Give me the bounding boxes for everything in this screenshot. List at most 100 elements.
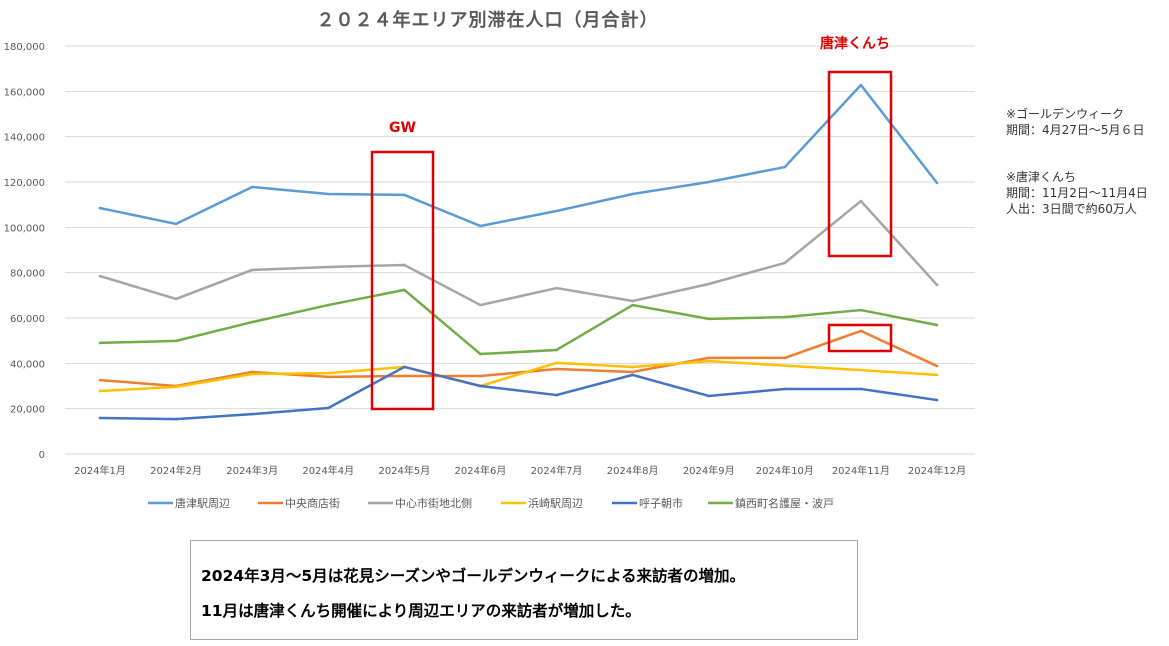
data-point — [555, 286, 558, 290]
x-tick-label: 2024年3月 — [226, 464, 278, 477]
y-tick-label: 180,000 — [4, 42, 45, 53]
series-line — [99, 199, 938, 307]
data-point — [859, 329, 863, 333]
data-point — [631, 373, 634, 377]
data-point — [326, 303, 330, 307]
y-tick-label: 100,000 — [4, 223, 45, 234]
data-point — [250, 370, 254, 374]
data-point — [707, 394, 711, 398]
data-point — [783, 165, 787, 169]
y-tick-label: 160,000 — [4, 87, 45, 98]
data-point — [326, 371, 330, 375]
data-point — [631, 192, 634, 196]
data-point — [555, 367, 558, 371]
data-point — [250, 268, 254, 272]
data-point — [935, 283, 939, 287]
data-point — [859, 83, 863, 87]
data-point — [403, 365, 406, 369]
data-point — [250, 412, 254, 416]
series-line — [99, 288, 938, 356]
data-point — [707, 317, 711, 321]
data-point — [403, 374, 406, 378]
x-tick-label: 2024年7月 — [531, 464, 583, 477]
kunchi-shopping-highlight-box — [827, 323, 893, 353]
data-point — [479, 374, 482, 378]
gw-note: ※ゴールデンウィーク 期間：4月27日～5月６日 — [1006, 107, 1145, 137]
data-point — [555, 393, 558, 397]
data-point — [783, 387, 787, 391]
data-point — [555, 209, 558, 213]
data-point — [98, 341, 102, 345]
data-point — [250, 185, 254, 189]
data-point — [174, 222, 178, 226]
data-point — [631, 370, 634, 374]
kunchi-note: ※唐津くんち 期間：11月2日～11月4日 人出：3日間で約60万人 — [1006, 170, 1148, 216]
data-point — [98, 206, 102, 210]
gw-highlight-box — [370, 150, 435, 411]
data-point — [859, 368, 863, 372]
summary-line-1: 2024年3月～5月は花見シーズンやゴールデンウィークによる来訪者の増加。 — [201, 567, 745, 585]
data-point — [403, 288, 406, 292]
summary-box: 2024年3月～5月は花見シーズンやゴールデンウィークによる来訪者の増加。 11… — [190, 540, 858, 640]
legend-label: 浜崎駅周辺 — [528, 496, 583, 510]
data-point — [859, 387, 863, 391]
data-point — [783, 261, 787, 265]
data-point — [859, 308, 863, 312]
data-point — [326, 406, 330, 410]
data-point — [707, 356, 711, 360]
data-point — [783, 364, 787, 367]
data-point — [935, 398, 939, 402]
kunchi-highlight-box — [827, 70, 893, 258]
legend-label: 中央商店街 — [285, 496, 340, 510]
chart-title: ２０２４年エリア別滞在人口（月合計） — [316, 10, 659, 31]
data-point — [98, 389, 102, 393]
data-point — [98, 416, 102, 420]
data-point — [479, 224, 482, 228]
data-point — [555, 361, 558, 365]
x-tick-label: 2024年8月 — [607, 464, 659, 477]
data-point — [403, 193, 406, 197]
data-point — [935, 323, 939, 327]
legend-label: 呼子朝市 — [639, 496, 683, 510]
x-tick-label: 2024年9月 — [683, 464, 735, 477]
legend-label: 唐津駅周辺 — [175, 496, 230, 510]
data-point — [707, 359, 711, 363]
data-point — [98, 274, 102, 278]
data-point — [326, 375, 330, 379]
x-tick-label: 2024年4月 — [302, 464, 354, 477]
data-point — [631, 365, 634, 369]
x-tick-label: 2024年2月 — [150, 464, 202, 477]
gw-annotation-label: GW — [389, 120, 416, 136]
data-point — [783, 356, 787, 360]
data-point — [631, 303, 634, 307]
series-line — [99, 83, 938, 228]
data-point — [174, 339, 178, 343]
x-tick-label: 2024年5月 — [378, 464, 430, 477]
data-point — [326, 192, 330, 196]
y-tick-label: 140,000 — [4, 133, 45, 144]
series-line — [99, 365, 938, 421]
data-point — [935, 373, 939, 377]
x-tick-label: 2024年12月 — [908, 464, 966, 477]
data-point — [631, 299, 634, 303]
data-point — [250, 320, 254, 324]
y-tick-label: 120,000 — [4, 178, 45, 189]
data-point — [326, 265, 330, 269]
data-point — [403, 263, 406, 267]
data-point — [98, 378, 102, 382]
series-line — [99, 329, 938, 388]
y-tick-label: 80,000 — [10, 269, 45, 280]
y-tick-label: 20,000 — [10, 405, 45, 416]
data-point — [174, 385, 178, 389]
data-point — [555, 348, 558, 352]
y-tick-label: 40,000 — [10, 359, 45, 370]
x-tick-label: 2024年1月 — [74, 464, 126, 477]
x-tick-label: 2024年10月 — [756, 464, 814, 477]
data-point — [479, 352, 482, 356]
data-point — [859, 199, 863, 203]
data-point — [174, 297, 178, 301]
data-point — [707, 180, 711, 184]
legend-label: 鎮西町名護屋・波戸 — [735, 496, 834, 510]
series-line — [99, 359, 938, 393]
